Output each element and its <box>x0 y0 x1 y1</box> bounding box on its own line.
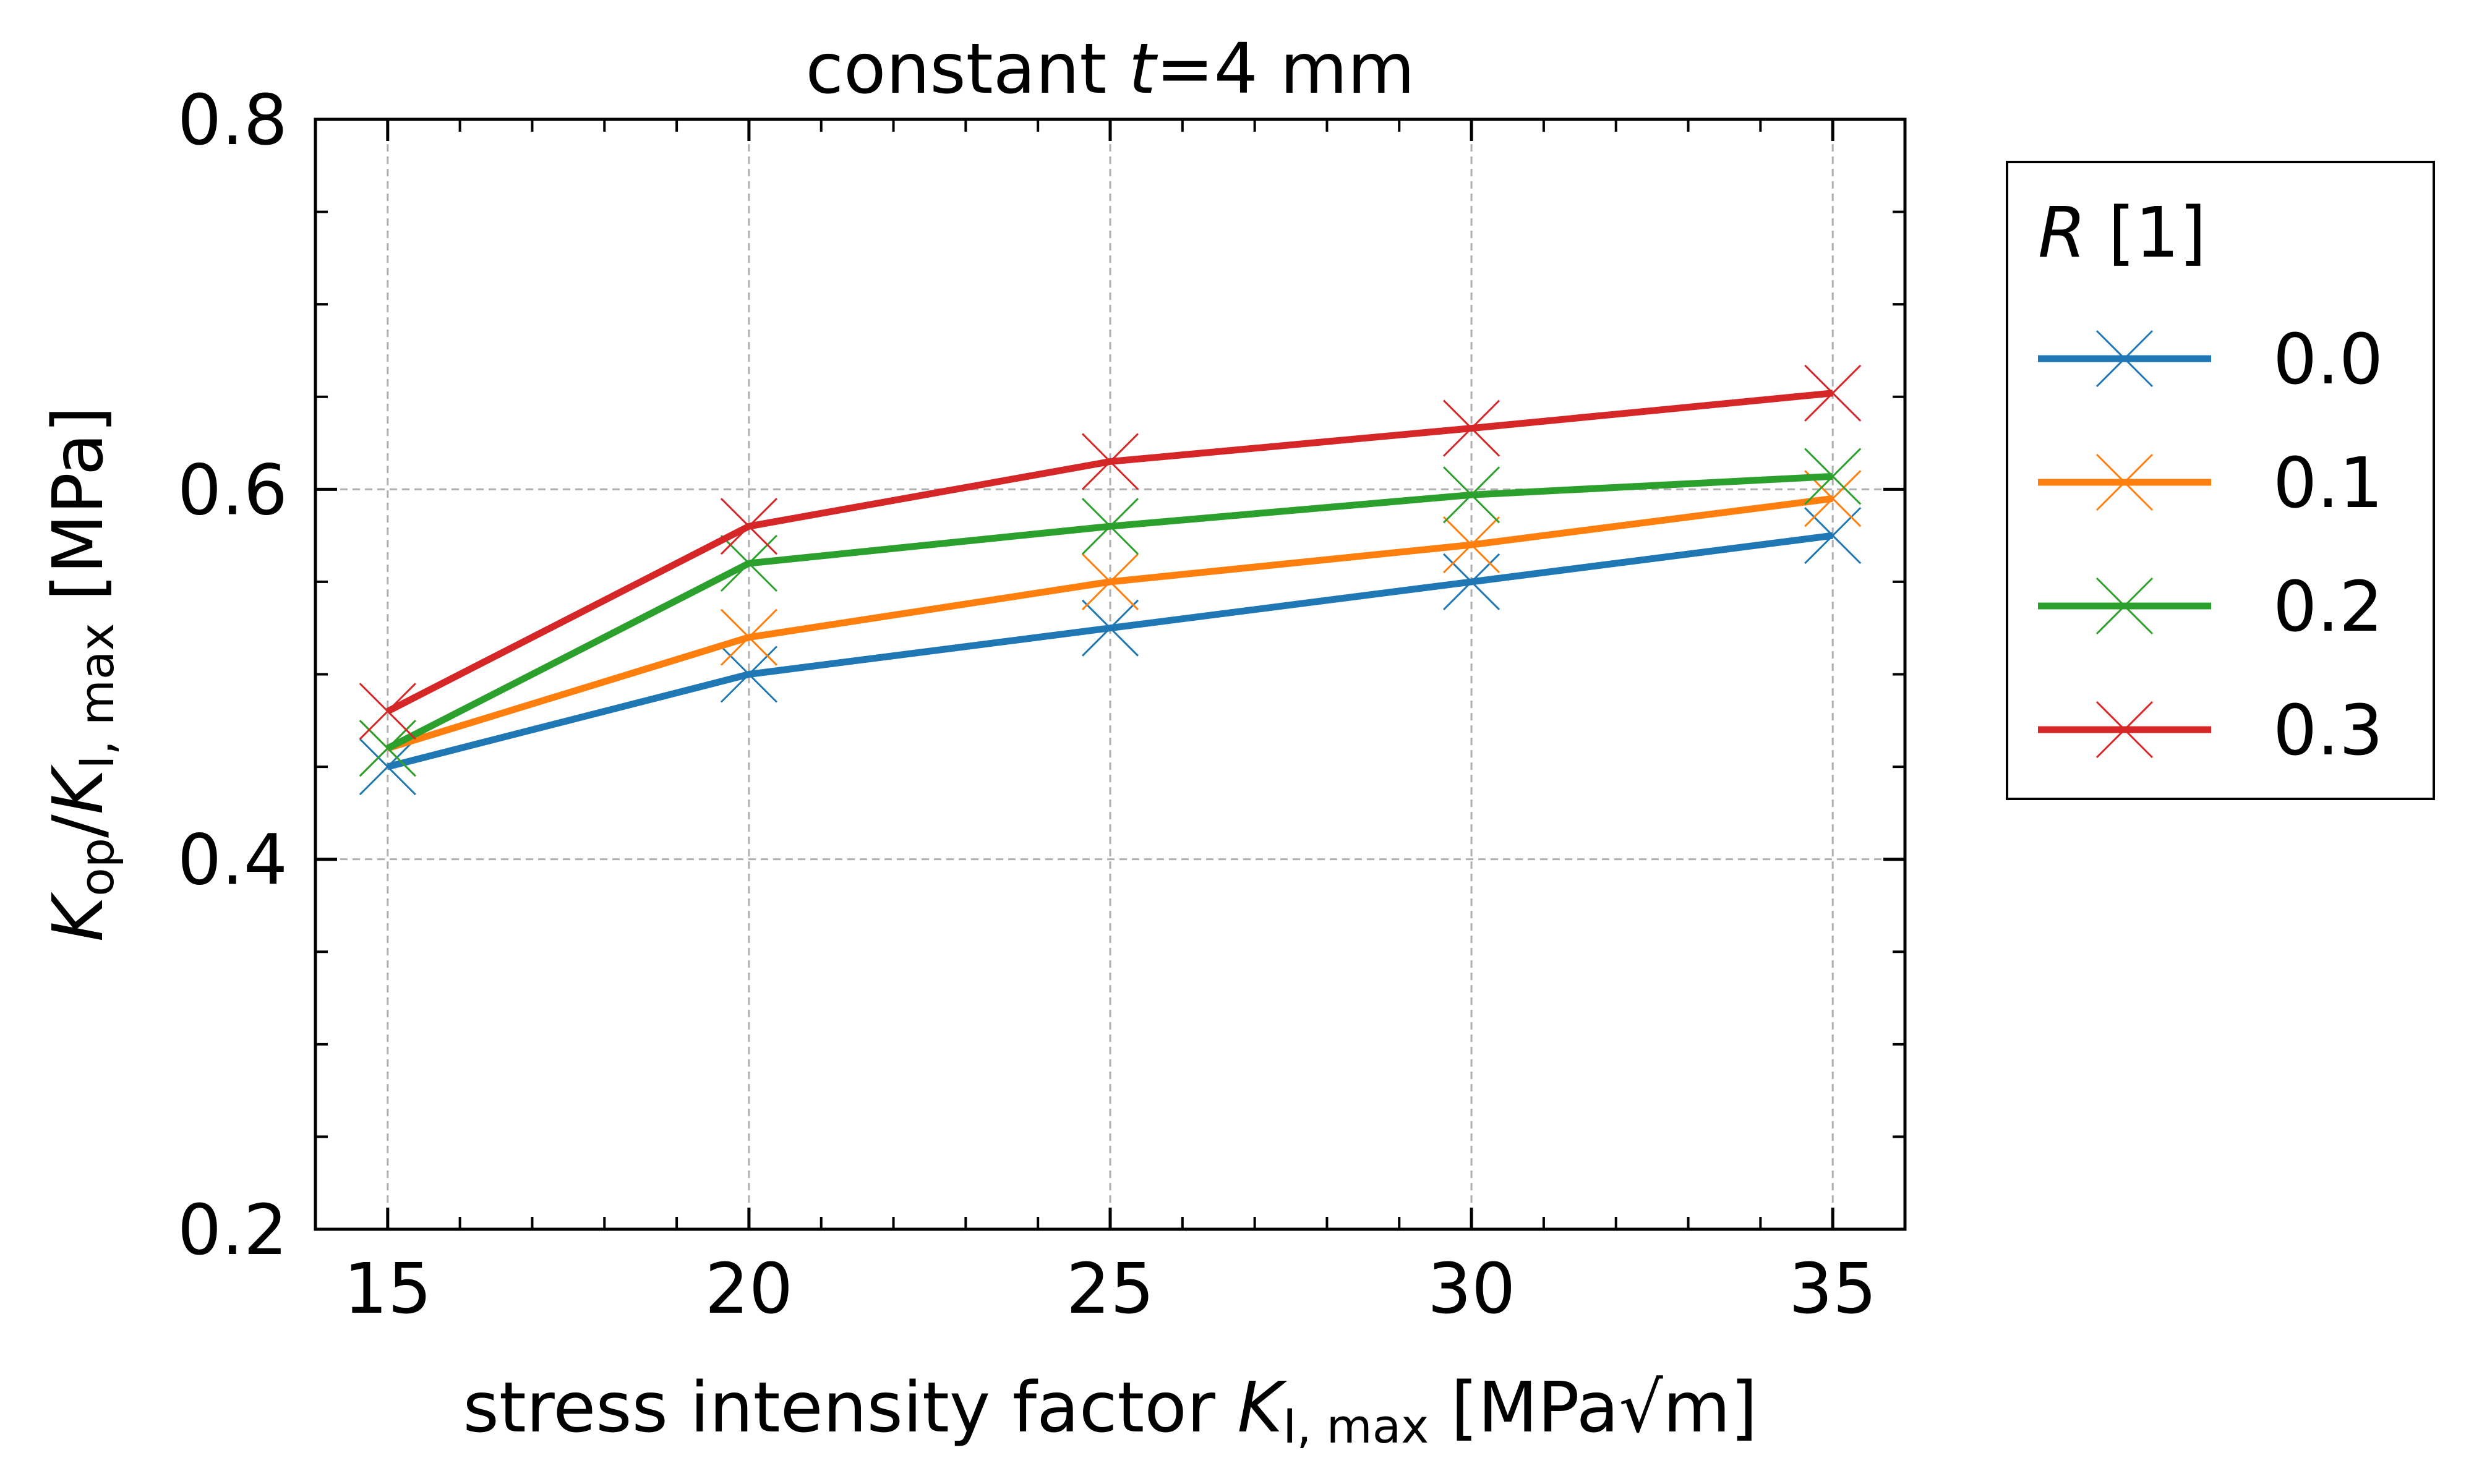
data-point <box>359 738 416 796</box>
legend-marker <box>2095 330 2154 388</box>
marker-stroke <box>720 608 777 666</box>
marker-stroke <box>2095 453 2154 511</box>
data-point <box>1081 599 1139 657</box>
marker-stroke <box>1443 466 1500 524</box>
data-point <box>1081 498 1139 555</box>
marker-stroke <box>359 738 416 796</box>
y-axis-label: Kop/KI, max [MPa] <box>38 406 124 942</box>
y-tick-label: 0.8 <box>178 80 288 161</box>
legend: R [1] 0.0 0.1 0.2 0.3 <box>2006 161 2435 800</box>
marker-stroke <box>1804 364 1862 422</box>
legend-marker <box>2095 453 2154 511</box>
grid-lines <box>315 118 1905 1230</box>
x-tick-label: 25 <box>1066 1249 1155 1329</box>
legend-label: 0.3 <box>2273 691 2383 771</box>
legend-title: R [1] <box>2038 193 2206 273</box>
legend-label: 0.0 <box>2273 320 2383 400</box>
y-tick-label: 0.2 <box>178 1190 288 1271</box>
legend-items: 0.0 0.1 0.2 0.3 <box>2038 320 2383 771</box>
data-point <box>1443 516 1500 574</box>
x-axis-label: stress intensity factor KI, max [MPa√m] <box>463 1368 1758 1454</box>
tick-labels: 15 20 25 30 35 0.2 0.4 0.6 0.8 <box>178 80 1877 1329</box>
marker-stroke <box>1804 448 1862 505</box>
legend-label: 0.2 <box>2273 567 2383 647</box>
marker-stroke <box>1804 470 1862 527</box>
x-tick-label: 20 <box>705 1249 794 1329</box>
x-tick-label: 35 <box>1789 1249 1877 1329</box>
series-0.3 <box>359 364 1862 740</box>
marker-stroke <box>720 498 777 555</box>
marker-stroke <box>2095 330 2154 388</box>
marker-stroke <box>1443 399 1500 457</box>
marker-stroke <box>2095 577 2154 635</box>
plot-frame <box>314 117 1907 1231</box>
series-layer <box>359 364 1862 796</box>
marker-stroke <box>1081 498 1139 555</box>
marker-stroke <box>1081 433 1139 490</box>
data-point <box>1443 466 1500 524</box>
legend-item: 0.0 <box>2038 320 2383 400</box>
data-point <box>1804 364 1862 422</box>
data-point <box>1081 553 1139 610</box>
x-tick-label: 30 <box>1427 1249 1516 1329</box>
data-point <box>720 608 777 666</box>
data-point <box>1081 433 1139 490</box>
data-point <box>359 683 416 740</box>
data-point <box>720 498 777 555</box>
marker-stroke <box>2095 701 2154 759</box>
data-point <box>1804 448 1862 505</box>
legend-marker <box>2095 577 2154 635</box>
x-tick-label: 15 <box>344 1249 432 1329</box>
marker-stroke <box>359 683 416 740</box>
marker-stroke <box>1081 599 1139 657</box>
legend-item: 0.2 <box>2038 567 2383 647</box>
marker-stroke <box>1081 553 1139 610</box>
y-tick-label: 0.6 <box>178 450 288 531</box>
chart-title: constant t=4 mm <box>805 29 1415 109</box>
y-tick-label: 0.4 <box>178 821 288 901</box>
legend-item: 0.3 <box>2038 691 2383 771</box>
legend-marker <box>2095 701 2154 759</box>
legend-item: 0.1 <box>2038 443 2383 524</box>
marker-stroke <box>1443 516 1500 574</box>
legend-label: 0.1 <box>2273 443 2383 524</box>
data-point <box>1443 399 1500 457</box>
